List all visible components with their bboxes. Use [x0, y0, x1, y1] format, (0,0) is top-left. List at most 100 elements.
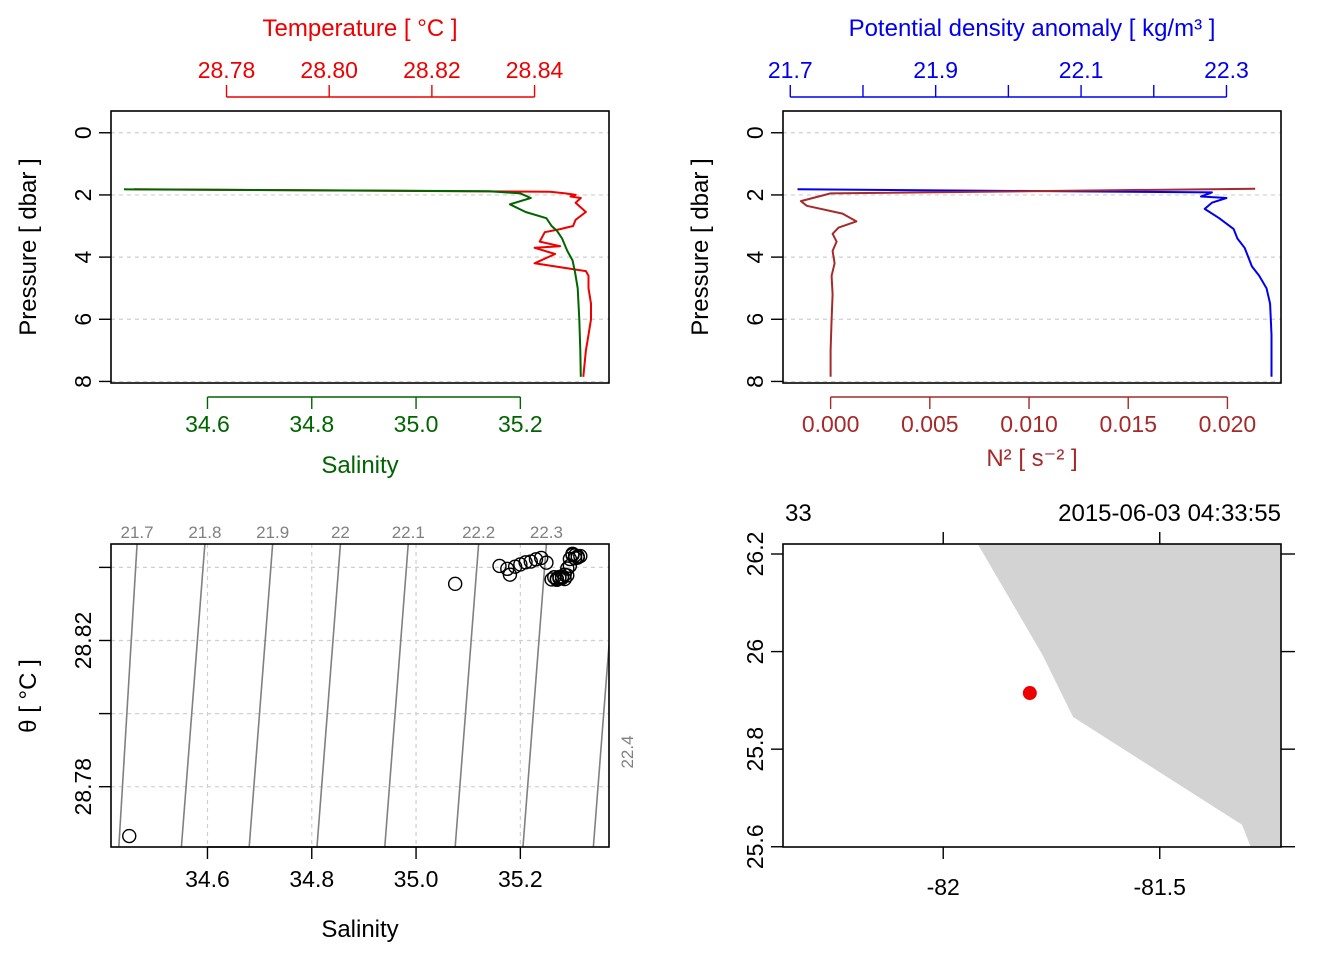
p2-pressure-tick-label: 2 [742, 189, 768, 202]
p2-bottom-tick-label: 0.020 [1199, 411, 1257, 437]
isopycnal-label: 21.7 [121, 523, 154, 542]
isopycnal-line [383, 544, 410, 847]
p1-pressure-tick-label: 4 [70, 251, 96, 264]
p3-isopycnal-labels: 21.7 21.8 21.9 22 22.1 22.2 22.3 22.4 [121, 523, 637, 769]
p3-y-tick-label: 28.78 [70, 758, 96, 816]
ts-point [122, 828, 137, 844]
p2-gridlines [783, 132, 1281, 383]
isopycnal-line [522, 544, 548, 847]
isopycnal-label: 22.3 [530, 523, 563, 542]
p2-density-title: Potential density anomaly [ kg/m³ ] [849, 15, 1216, 42]
coastline-land [977, 544, 1281, 847]
p2-series [797, 187, 1273, 377]
p1-bottom-tick-label: 35.2 [498, 411, 543, 437]
isopycnal-line [118, 544, 138, 847]
p3-y-tick-label: 28.82 [70, 612, 96, 670]
p1-bottom-tick-label: 35.0 [394, 411, 439, 437]
isopycnal-line [592, 634, 609, 847]
isopycnal-label: 21.9 [256, 523, 289, 542]
ts-point [528, 552, 544, 567]
ts-point [560, 561, 575, 576]
ts-point [552, 571, 567, 586]
p2-top-tick-label: 21.9 [913, 57, 958, 83]
p1-gridlines [111, 132, 609, 383]
isopycnal-label: 22 [331, 523, 350, 542]
p3-theta-title: θ [ °C ] [15, 659, 42, 733]
station-number-label: 33 [785, 500, 812, 527]
p2-top-tick-label: 21.7 [768, 57, 813, 83]
p1-plot-frame [110, 110, 610, 384]
p2-pressure-tick-label: 4 [742, 251, 768, 264]
p2-pressure-tick-label: 8 [742, 375, 768, 388]
p2-pressure-axis: 0 2 4 6 8 [742, 126, 783, 388]
p3-theta-axis: 28.78 28.82 [70, 566, 111, 816]
map-longitude-label: -82 [927, 874, 960, 900]
p1-bottom-tick-label: 34.8 [289, 411, 334, 437]
ts-point [570, 550, 585, 565]
ts-point [562, 558, 578, 574]
p1-pressure-tick-label: 0 [70, 126, 96, 139]
p1-top-tick-label: 28.78 [198, 57, 256, 83]
p2-potential-density-anomaly-line [797, 188, 1273, 377]
p1-pressure-title: Pressure [ dbar ] [15, 158, 42, 335]
ts-point [560, 568, 575, 583]
isopycnal-label: 22.2 [462, 523, 495, 542]
p2-plot-frame [782, 110, 1282, 384]
p3-salinity-title: Salinity [321, 916, 398, 943]
p3-x-tick-label: 35.0 [394, 866, 439, 892]
p3-points [122, 546, 588, 844]
p1-bottom-tick-label: 34.6 [185, 411, 230, 437]
p1-temperature-axis: 28.78 28.80 28.82 28.84 [198, 57, 564, 98]
ts-point [554, 569, 570, 584]
p2-pressure-tick-label: 6 [742, 313, 768, 326]
p2-bottom-tick-label: 0.005 [901, 411, 959, 437]
isopycnal-line [454, 544, 480, 847]
p2-bottom-tick-label: 0.015 [1099, 411, 1157, 437]
map-latitude-label: 26.2 [742, 532, 768, 577]
ts-point [518, 555, 533, 570]
p4-map-frame [782, 543, 1282, 848]
p1-salinity-axis: 34.6 34.8 35.0 35.2 [185, 396, 543, 437]
ts-point [502, 567, 518, 582]
p4-map-axes: -82 -81.5 25.6 25.8 26 26.2 [742, 532, 1295, 900]
p3-plot-frame [110, 543, 610, 848]
map-latitude-label: 25.8 [742, 727, 768, 772]
ts-point [492, 558, 507, 574]
p2-n2-axis: 0.000 0.005 0.010 0.015 0.020 [802, 396, 1257, 437]
p2-pressure-title: Pressure [ dbar ] [687, 158, 714, 335]
ts-point [557, 571, 572, 587]
p1-temperature-title: Temperature [ °C ] [263, 15, 458, 42]
ts-point [534, 550, 549, 566]
p2-bottom-tick-label: 0.010 [1000, 411, 1058, 437]
p1-top-tick-label: 28.80 [300, 57, 358, 83]
isopycnal-line [316, 544, 342, 847]
p3-x-tick-label: 34.8 [289, 866, 334, 892]
station-datetime-label: 2015-06-03 04:33:55 [1058, 500, 1281, 527]
p2-density-axis: 21.7 21.9 22.1 22.3 [768, 57, 1249, 98]
p2-pressure-tick-label: 0 [742, 126, 768, 139]
isopycnal-label: 22.4 [618, 735, 637, 768]
ts-point [539, 555, 554, 570]
p3-gridlines [111, 544, 609, 847]
p3-salinity-axis: 34.6 34.8 35.0 35.2 [185, 846, 543, 892]
isopycnal-line [248, 544, 274, 847]
p1-salinity-line [123, 188, 582, 377]
p1-pressure-axis: 0 2 4 6 8 [70, 126, 111, 388]
p1-pressure-tick-label: 8 [70, 375, 96, 388]
p3-isopycnals [118, 544, 609, 847]
p3-x-tick-label: 34.6 [185, 866, 230, 892]
p1-salinity-title: Salinity [321, 452, 398, 479]
ts-point [573, 548, 588, 564]
station-map-panel: -82 -81.5 25.6 25.8 26 26.2 33 2015-06-03 04:… [742, 500, 1295, 900]
p1-top-tick-label: 28.82 [403, 57, 461, 83]
map-longitude-label: -81.5 [1134, 874, 1186, 900]
isopycnal-label: 21.8 [188, 523, 221, 542]
map-latitude-label: 25.6 [742, 824, 768, 869]
p2-top-tick-label: 22.3 [1204, 57, 1249, 83]
p2-n2-line [799, 187, 1256, 377]
ts-point [447, 576, 463, 592]
p1-top-tick-label: 28.84 [506, 57, 564, 83]
